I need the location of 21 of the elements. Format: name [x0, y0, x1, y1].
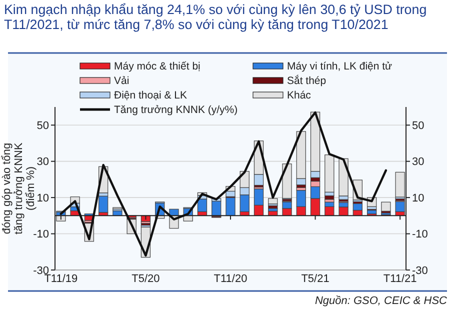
chart-title: Kim ngạch nhập khẩu tăng 24,1% so với cùng kỳ lên 30,6 tỷ USD trong T11/2021, từ mức tăng 7,8% so với cùng kỳ tăng trong T10/2021 — [4, 2, 428, 32]
x-tick-label: T5/21 — [301, 273, 330, 285]
y2-tick-label: 50 — [412, 120, 424, 132]
x-tick-label: T11/21 — [383, 273, 417, 285]
y-tick-label: 50 — [36, 120, 49, 132]
y-tick-label: 30 — [36, 156, 49, 168]
y-tick-label: 10 — [36, 192, 49, 204]
x-tick-label: T11/20 — [214, 273, 248, 285]
text: Nguồn: GSO, CEIC & HSC — [314, 295, 448, 307]
legend-label: Vải — [114, 75, 130, 88]
legend-label: Điện thoại & LK — [114, 90, 187, 102]
y2-tick-label: -10 — [412, 228, 428, 241]
legend-label: Tăng trưởng KNNK (y/y%) — [114, 104, 238, 116]
y2-tick-label: 10 — [412, 192, 424, 204]
x-tick-label: T11/19 — [44, 273, 78, 285]
legend-label: Máy móc & thiết bị — [114, 60, 200, 73]
y2-tick-label: 30 — [412, 156, 424, 168]
x-tick-label: T5/20 — [132, 273, 160, 285]
legend-label: Sắt thép — [287, 74, 326, 88]
legend-label: Khác — [287, 90, 311, 102]
legend-label: Máy vi tính, LK điện tử — [287, 60, 392, 73]
